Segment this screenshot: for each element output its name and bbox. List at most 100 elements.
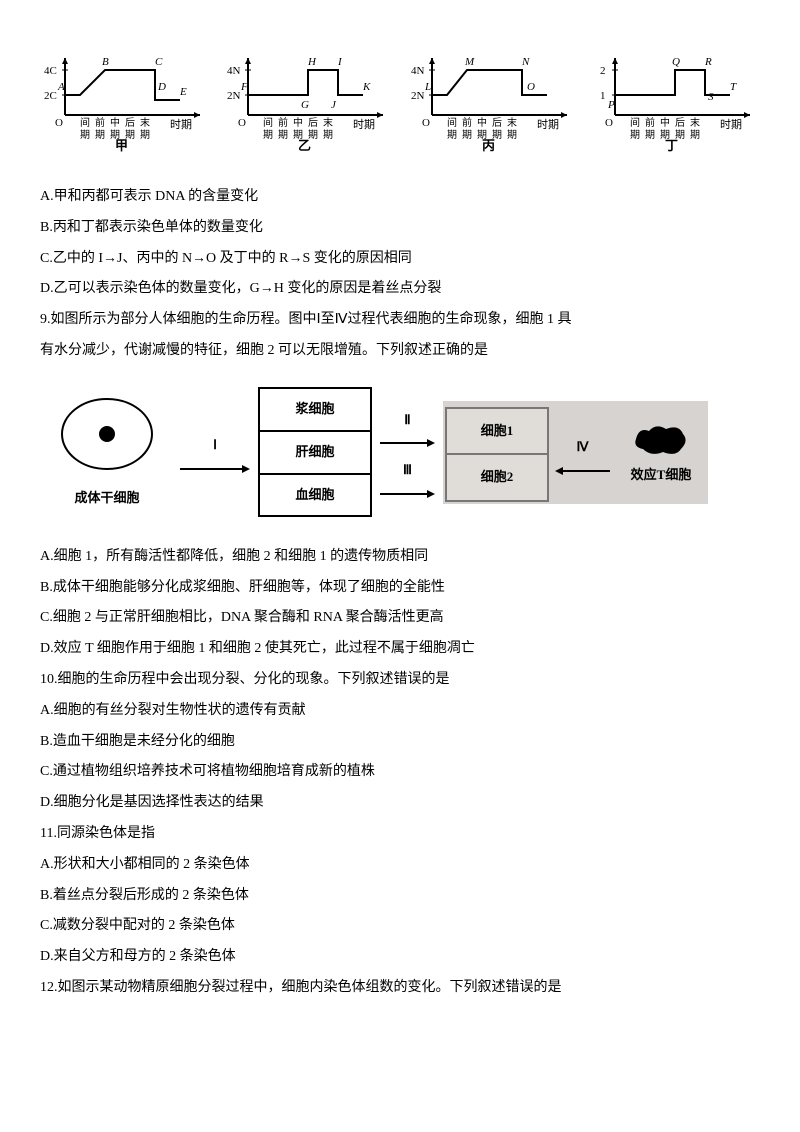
svg-text:间: 间 <box>263 116 273 129</box>
svg-text:中: 中 <box>660 116 670 129</box>
svg-text:前: 前 <box>645 116 655 129</box>
svg-text:2N: 2N <box>411 90 425 102</box>
svg-text:A: A <box>57 81 65 93</box>
svg-text:2: 2 <box>600 65 606 77</box>
svg-text:O: O <box>238 117 246 129</box>
svg-text:K: K <box>362 81 371 93</box>
svg-text:前: 前 <box>95 116 105 129</box>
chart-3: 4N 2N L M N O O 间前中后末 期期期期期 时期 丙 <box>407 30 577 170</box>
right-dark-panel: 细胞1 细胞2 Ⅳ 效应T细胞 <box>443 401 708 504</box>
svg-text:O: O <box>605 117 613 129</box>
svg-text:P: P <box>607 99 615 111</box>
q10-option-c: C.通过植物组织培养技术可将植物细胞培育成新的植株 <box>40 757 760 788</box>
q10-option-d: D.细胞分化是基因选择性表达的结果 <box>40 788 760 819</box>
stem-cell: 成体干细胞 <box>42 392 172 513</box>
q8-option-c: C.乙中的 I→J、丙中的 N→O 及丁中的 R→S 变化的原因相同 <box>40 244 760 275</box>
svg-text:间: 间 <box>80 116 90 129</box>
ytick: 4C <box>44 65 57 77</box>
right-boxes: 细胞1 细胞2 <box>445 407 549 502</box>
svg-text:期: 期 <box>140 129 150 141</box>
svg-text:期: 期 <box>507 129 517 141</box>
cell-blood: 血细胞 <box>260 475 370 516</box>
svg-text:期: 期 <box>278 129 288 141</box>
q11-option-a: A.形状和大小都相同的 2 条染色体 <box>40 850 760 881</box>
q11-option-b: B.着丝点分裂后形成的 2 条染色体 <box>40 881 760 912</box>
svg-text:期: 期 <box>645 129 655 141</box>
svg-text:期: 期 <box>630 129 640 141</box>
svg-text:末: 末 <box>690 116 700 129</box>
arrow-4: Ⅳ <box>555 433 610 476</box>
svg-text:期: 期 <box>323 129 333 141</box>
svg-text:乙: 乙 <box>298 138 311 153</box>
t-cell: 效应T细胞 <box>616 419 706 490</box>
chart-2: 4N 2N F G H I J K O 间前中后末 期期期期期 时期 乙 <box>223 30 393 170</box>
svg-text:间: 间 <box>630 116 640 129</box>
q9-stem-1: 9.如图所示为部分人体细胞的生命历程。图中Ⅰ至Ⅳ过程代表细胞的生命现象，细胞 1… <box>40 305 760 336</box>
tcell-label: 效应T细胞 <box>631 461 692 490</box>
svg-text:T: T <box>730 81 737 93</box>
svg-text:D: D <box>157 81 166 93</box>
chart-row: 4C 2C A B C D E O 间前中后末 期期期期期 时期 甲 4N 2N… <box>40 30 760 170</box>
svg-text:N: N <box>521 56 530 68</box>
q9-option-b: B.成体干细胞能够分化成浆细胞、肝细胞等，体现了细胞的全能性 <box>40 573 760 604</box>
svg-text:H: H <box>307 56 317 68</box>
svg-text:前: 前 <box>462 116 472 129</box>
svg-text:I: I <box>337 56 343 68</box>
q12-stem: 12.如图示某动物精原细胞分裂过程中，细胞内染色体组数的变化。下列叙述错误的是 <box>40 973 760 1004</box>
svg-text:B: B <box>102 56 109 68</box>
q11-stem: 11.同源染色体是指 <box>40 819 760 850</box>
svg-text:时期: 时期 <box>170 118 192 131</box>
svg-text:期: 期 <box>462 129 472 141</box>
svg-text:期: 期 <box>95 129 105 141</box>
svg-text:后: 后 <box>492 117 502 129</box>
svg-text:G: G <box>301 99 309 111</box>
cell-2: 细胞2 <box>447 455 547 500</box>
q10-option-b: B.造血干细胞是未经分化的细胞 <box>40 727 760 758</box>
svg-text:L: L <box>424 81 431 93</box>
svg-text:F: F <box>240 81 248 93</box>
q9-stem-2: 有水分减少，代谢减慢的特征，细胞 2 可以无限增殖。下列叙述正确的是 <box>40 336 760 367</box>
svg-text:期: 期 <box>447 129 457 141</box>
svg-text:1: 1 <box>600 90 606 102</box>
q9-option-d: D.效应 T 细胞作用于细胞 1 和细胞 2 使其死亡，此过程不属于细胞凋亡 <box>40 634 760 665</box>
svg-text:间: 间 <box>447 116 457 129</box>
svg-text:S: S <box>708 91 714 103</box>
svg-text:后: 后 <box>675 117 685 129</box>
q8-option-b: B.丙和丁都表示染色单体的数量变化 <box>40 213 760 244</box>
ytick: 2C <box>44 90 57 102</box>
q10-option-a: A.细胞的有丝分裂对生物性状的遗传有贡献 <box>40 696 760 727</box>
svg-text:R: R <box>704 56 712 68</box>
svg-text:甲: 甲 <box>115 138 128 153</box>
svg-text:丁: 丁 <box>665 138 678 153</box>
q11-option-c: C.减数分裂中配对的 2 条染色体 <box>40 911 760 942</box>
svg-text:时期: 时期 <box>720 118 742 131</box>
svg-text:C: C <box>155 56 163 68</box>
cell-liver: 肝细胞 <box>260 432 370 475</box>
cell-1: 细胞1 <box>447 409 547 456</box>
svg-text:时期: 时期 <box>537 118 559 131</box>
q9-option-c: C.细胞 2 与正常肝细胞相比，DNA 聚合酶和 RNA 聚合酶活性更高 <box>40 603 760 634</box>
svg-text:中: 中 <box>293 116 303 129</box>
svg-text:O: O <box>422 117 430 129</box>
stemcell-label: 成体干细胞 <box>42 484 172 513</box>
cell-plasma: 浆细胞 <box>260 389 370 432</box>
mid-boxes: 浆细胞 肝细胞 血细胞 <box>258 387 372 517</box>
arrow-1: Ⅰ <box>180 375 250 530</box>
svg-text:丙: 丙 <box>482 138 495 153</box>
q8-option-a: A.甲和丙都可表示 DNA 的含量变化 <box>40 182 760 213</box>
svg-text:J: J <box>331 99 337 111</box>
chart-1: 4C 2C A B C D E O 间前中后末 期期期期期 时期 甲 <box>40 30 210 170</box>
svg-text:O: O <box>55 117 63 129</box>
q9-diagram: 成体干细胞 Ⅰ 浆细胞 肝细胞 血细胞 Ⅱ Ⅲ 细胞1 细胞2 Ⅳ 效应T细胞 <box>40 373 764 532</box>
svg-text:2N: 2N <box>227 90 241 102</box>
svg-text:中: 中 <box>477 116 487 129</box>
svg-text:后: 后 <box>125 117 135 129</box>
q10-stem: 10.细胞的生命历程中会出现分裂、分化的现象。下列叙述错误的是 <box>40 665 760 696</box>
svg-text:前: 前 <box>278 116 288 129</box>
svg-text:中: 中 <box>110 116 120 129</box>
q8-option-d: D.乙可以表示染色体的数量变化，G→H 变化的原因是着丝点分裂 <box>40 274 760 305</box>
svg-text:末: 末 <box>507 116 517 129</box>
q11-option-d: D.来自父方和母方的 2 条染色体 <box>40 942 760 973</box>
svg-text:期: 期 <box>690 129 700 141</box>
svg-text:期: 期 <box>263 129 273 141</box>
